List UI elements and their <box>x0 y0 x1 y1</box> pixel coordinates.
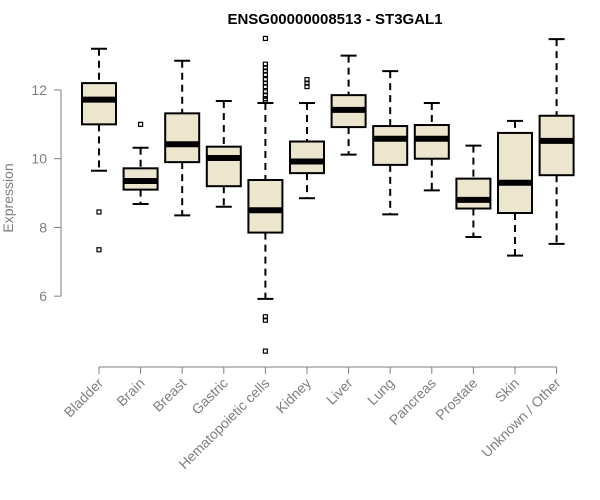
box <box>497 131 533 214</box>
box <box>413 124 450 160</box>
y-tick-label: 8 <box>39 219 47 235</box>
box-group <box>538 38 575 245</box>
x-tick-label: Brain <box>113 375 147 409</box>
box <box>247 179 284 234</box>
outlier-point <box>304 83 310 90</box>
box-group <box>247 35 284 354</box>
box <box>538 114 575 177</box>
x-tick-label: Breast <box>149 375 189 415</box>
outlier-point <box>262 71 268 78</box>
box-group <box>289 77 325 200</box>
outlier-point <box>262 348 268 354</box>
x-tick-label: Unknown / Other <box>478 375 564 461</box>
x-tick-label: Skin <box>492 375 523 406</box>
outlier-point <box>138 121 144 127</box>
x-tick-label: Kidney <box>273 375 315 417</box>
outlier-point <box>96 247 102 253</box>
box <box>81 82 117 126</box>
boxes-layer <box>81 35 575 354</box>
x-tick-label: Lung <box>364 375 397 408</box>
box <box>372 125 409 166</box>
box-group <box>413 102 450 192</box>
box-group <box>455 144 492 239</box>
y-tick-label: 12 <box>31 82 47 98</box>
box-group <box>122 121 159 206</box>
outlier-point <box>96 209 102 215</box>
box-group <box>330 54 367 156</box>
y-axis-label: Expression <box>0 163 16 232</box>
x-tick-label: Liver <box>323 375 356 408</box>
x-tick-label: Prostate <box>432 375 480 423</box>
box-group <box>164 59 201 217</box>
outlier-point <box>262 317 268 323</box>
y-tick-label: 6 <box>39 288 47 304</box>
box <box>455 177 492 210</box>
box-group <box>205 99 242 208</box>
box <box>205 145 242 188</box>
box <box>164 112 201 164</box>
outlier-point <box>262 83 268 90</box>
y-axis: 6 8 10 12 <box>31 82 62 304</box>
outlier-point <box>262 35 268 42</box>
box-group <box>497 119 533 257</box>
y-tick-label: 10 <box>31 151 47 167</box>
box-group <box>372 70 409 216</box>
chart-title: ENSG00000008513 - ST3GAL1 <box>227 11 442 28</box>
box <box>289 140 325 175</box>
outlier-point <box>262 97 268 103</box>
box-group <box>81 47 117 253</box>
x-tick-label: Bladder <box>61 375 107 421</box>
